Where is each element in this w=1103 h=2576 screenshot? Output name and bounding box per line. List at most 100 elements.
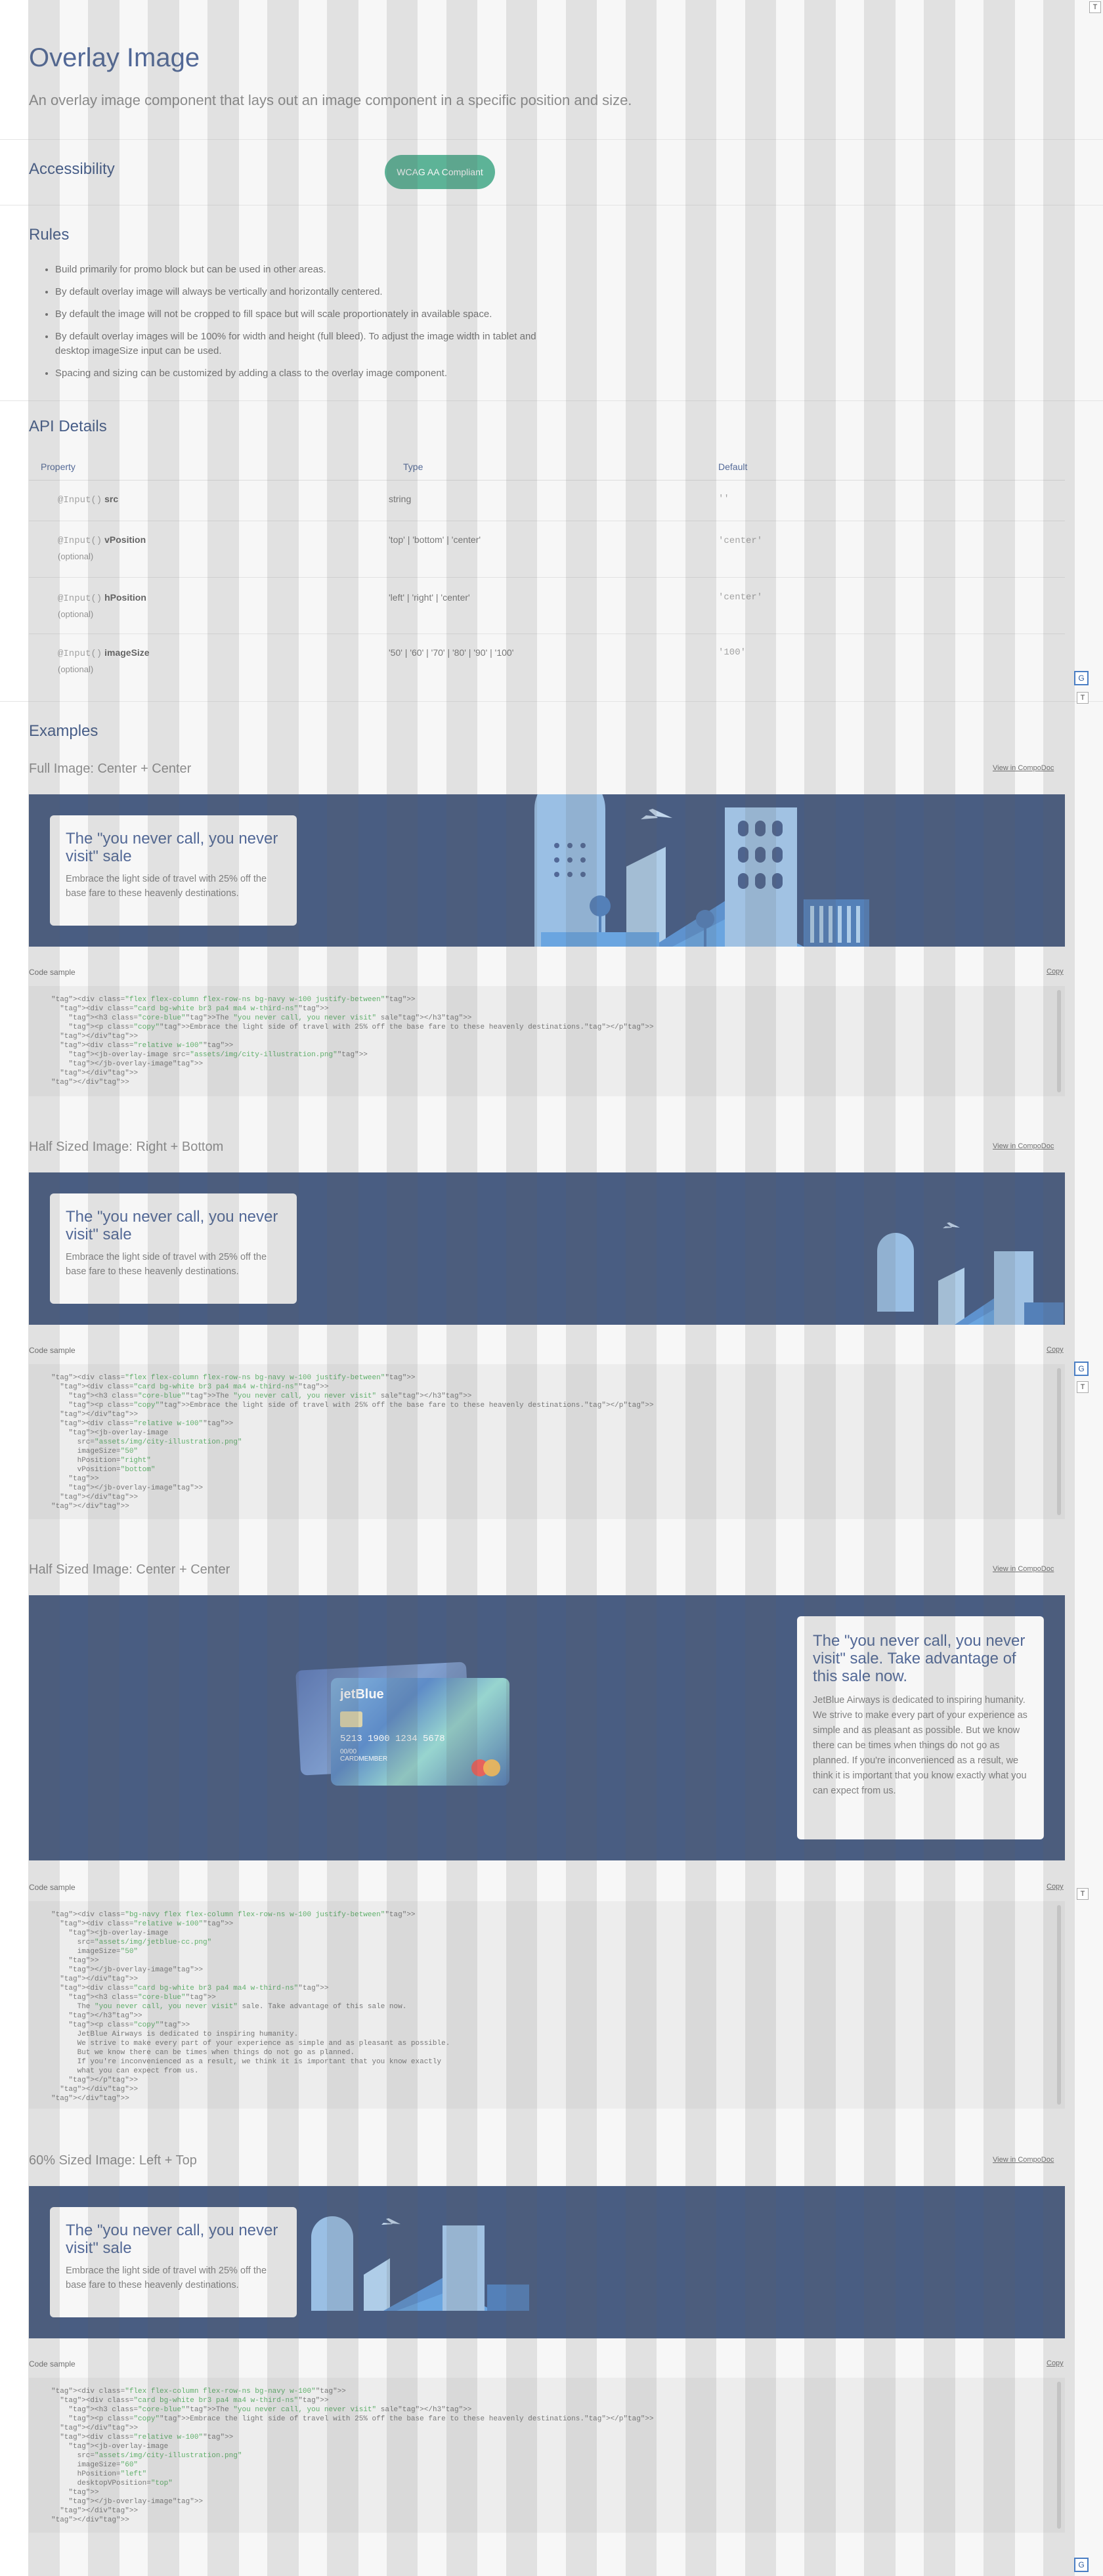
devtools-g-marker[interactable]: G bbox=[1074, 2558, 1089, 2572]
devtools-t-marker[interactable]: T bbox=[1077, 692, 1089, 704]
property-default: '100' bbox=[718, 647, 746, 658]
table-row: @Input() imageSize (optional) '50' | '60'… bbox=[29, 634, 1065, 691]
code-text: "tag"><div class="flex flex-column flex-… bbox=[51, 996, 654, 1086]
input-decorator: @Input() bbox=[58, 649, 102, 659]
devtools-t-marker[interactable]: T bbox=[1089, 1, 1101, 13]
scrollbar[interactable] bbox=[1057, 2382, 1061, 2529]
copy-code-link[interactable]: Copy bbox=[1047, 2359, 1064, 2367]
devtools-t-marker[interactable]: T bbox=[1077, 1381, 1089, 1393]
code-sample-label: Code sample bbox=[29, 2359, 76, 2369]
devtools-g-marker[interactable]: G bbox=[1074, 1362, 1089, 1376]
copy-code-link[interactable]: Copy bbox=[1047, 1346, 1064, 1354]
code-sample-label: Code sample bbox=[29, 1346, 76, 1355]
table-row: @Input() hPosition (optional) 'left' | 'r… bbox=[29, 578, 1065, 634]
example-banner: The "you never call, you never visit" sa… bbox=[29, 1172, 1065, 1325]
credit-card: jetBlue 5213 1900 1234 5678 00/00 CARDME… bbox=[331, 1678, 509, 1786]
card-chip bbox=[340, 1711, 362, 1727]
page-subtitle: An overlay image component that lays out… bbox=[29, 92, 632, 108]
example-title: Full Image: Center + Center bbox=[29, 762, 192, 776]
property-default: '' bbox=[718, 494, 729, 504]
card-holder: CARDMEMBER bbox=[340, 1755, 388, 1763]
rule-item: By default overlay image will always be … bbox=[55, 285, 554, 299]
promo-card: The "you never call, you never visit" sa… bbox=[797, 1616, 1044, 1839]
property-name: imageSize bbox=[104, 647, 150, 658]
rules-heading: Rules bbox=[29, 226, 70, 244]
card-expiry: 00/00 bbox=[340, 1748, 357, 1755]
code-sample: "tag"><div class="flex flex-column flex-… bbox=[29, 986, 1065, 1096]
city-illustration bbox=[311, 2216, 529, 2311]
divider bbox=[0, 400, 1103, 401]
copy-code-link[interactable]: Copy bbox=[1047, 968, 1064, 976]
divider bbox=[0, 139, 1103, 140]
view-in-compodoc-link[interactable]: View in CompoDoc bbox=[993, 1565, 1054, 1573]
promo-card-title: The "you never call, you never visit" sa… bbox=[66, 1208, 278, 1243]
code-text: "tag"><div class="bg-navy flex flex-colu… bbox=[51, 1911, 450, 2103]
rule-item: By default the image will not be cropped… bbox=[55, 307, 554, 322]
example-banner: The "you never call, you never visit" sa… bbox=[29, 794, 1065, 947]
property-name: src bbox=[104, 494, 119, 504]
optional-label: (optional) bbox=[58, 551, 94, 561]
example-title: Half Sized Image: Center + Center bbox=[29, 1562, 230, 1577]
example-title: Half Sized Image: Right + Bottom bbox=[29, 1140, 224, 1154]
example-title: 60% Sized Image: Left + Top bbox=[29, 2153, 197, 2168]
divider bbox=[0, 701, 1103, 702]
table-row: @Input() src string '' bbox=[29, 481, 1065, 521]
devtools-t-marker[interactable]: T bbox=[1077, 1888, 1089, 1900]
promo-card: The "you never call, you never visit" sa… bbox=[50, 2207, 297, 2317]
column-header-default: Default bbox=[718, 461, 748, 472]
copy-code-link[interactable]: Copy bbox=[1047, 1883, 1064, 1891]
scrollbar[interactable] bbox=[1057, 1368, 1061, 1515]
accessibility-heading: Accessibility bbox=[29, 160, 115, 178]
example-banner: The "you never call, you never visit" sa… bbox=[29, 2186, 1065, 2338]
code-sample: "tag"><div class="flex flex-column flex-… bbox=[29, 2378, 1065, 2533]
optional-label: (optional) bbox=[58, 664, 94, 674]
promo-card-copy: Embrace the light side of travel with 25… bbox=[66, 2265, 267, 2290]
view-in-compodoc-link[interactable]: View in CompoDoc bbox=[993, 1142, 1054, 1150]
input-decorator: @Input() bbox=[58, 495, 102, 505]
table-row: @Input() vPosition (optional) 'top' | 'bo… bbox=[29, 521, 1065, 578]
code-sample: "tag"><div class="bg-navy flex flex-colu… bbox=[29, 1901, 1065, 2109]
promo-card-title: The "you never call, you never visit" sa… bbox=[66, 830, 278, 865]
scrollbar[interactable] bbox=[1057, 990, 1061, 1092]
promo-card: The "you never call, you never visit" sa… bbox=[50, 815, 297, 926]
code-sample: "tag"><div class="flex flex-column flex-… bbox=[29, 1364, 1065, 1519]
view-in-compodoc-link[interactable]: View in CompoDoc bbox=[993, 2156, 1054, 2164]
property-default: 'center' bbox=[718, 592, 763, 603]
api-heading: API Details bbox=[29, 418, 107, 435]
optional-label: (optional) bbox=[58, 609, 94, 619]
grid-column bbox=[0, 0, 28, 2576]
card-brand-logo: jetBlue bbox=[340, 1687, 384, 1702]
example-banner: jetBlue 5213 1900 1234 5678 00/00 CARDME… bbox=[29, 1595, 1065, 1860]
code-text: "tag"><div class="flex flex-column flex-… bbox=[51, 2388, 654, 2524]
api-table: Property Type Default @Input() src strin… bbox=[29, 453, 1065, 691]
page-title: Overlay Image bbox=[29, 43, 200, 72]
property-type: '50' | '60' | '70' | '80' | '90' | '100' bbox=[389, 647, 514, 658]
property-name: hPosition bbox=[104, 592, 146, 603]
property-name: vPosition bbox=[104, 534, 146, 545]
input-decorator: @Input() bbox=[58, 593, 102, 604]
property-type: 'top' | 'bottom' | 'center' bbox=[389, 534, 481, 545]
rule-item: Build primarily for promo block but can … bbox=[55, 263, 554, 277]
view-in-compodoc-link[interactable]: View in CompoDoc bbox=[993, 764, 1054, 772]
mastercard-logo bbox=[471, 1759, 500, 1776]
rules-list: Build primarily for promo block but can … bbox=[55, 263, 554, 389]
code-sample-label: Code sample bbox=[29, 1883, 76, 1892]
promo-card-title: The "you never call, you never visit" sa… bbox=[66, 2222, 278, 2257]
property-type: 'left' | 'right' | 'center' bbox=[389, 592, 470, 603]
city-illustration bbox=[534, 794, 869, 947]
promo-card-title: The "you never call, you never visit" sa… bbox=[813, 1632, 1026, 1685]
code-sample-label: Code sample bbox=[29, 968, 76, 977]
input-decorator: @Input() bbox=[58, 536, 102, 546]
code-text: "tag"><div class="flex flex-column flex-… bbox=[51, 1374, 654, 1511]
card-number: 5213 1900 1234 5678 bbox=[340, 1734, 445, 1744]
property-type: string bbox=[389, 494, 412, 504]
api-table-header: Property Type Default bbox=[29, 453, 1065, 481]
promo-card-copy: Embrace the light side of travel with 25… bbox=[66, 874, 267, 899]
examples-heading: Examples bbox=[29, 722, 98, 740]
scrollbar[interactable] bbox=[1057, 1905, 1061, 2105]
devtools-g-marker[interactable]: G bbox=[1074, 671, 1089, 685]
column-header-type: Type bbox=[403, 461, 423, 472]
city-illustration bbox=[877, 1222, 1064, 1325]
column-header-property: Property bbox=[41, 461, 76, 472]
